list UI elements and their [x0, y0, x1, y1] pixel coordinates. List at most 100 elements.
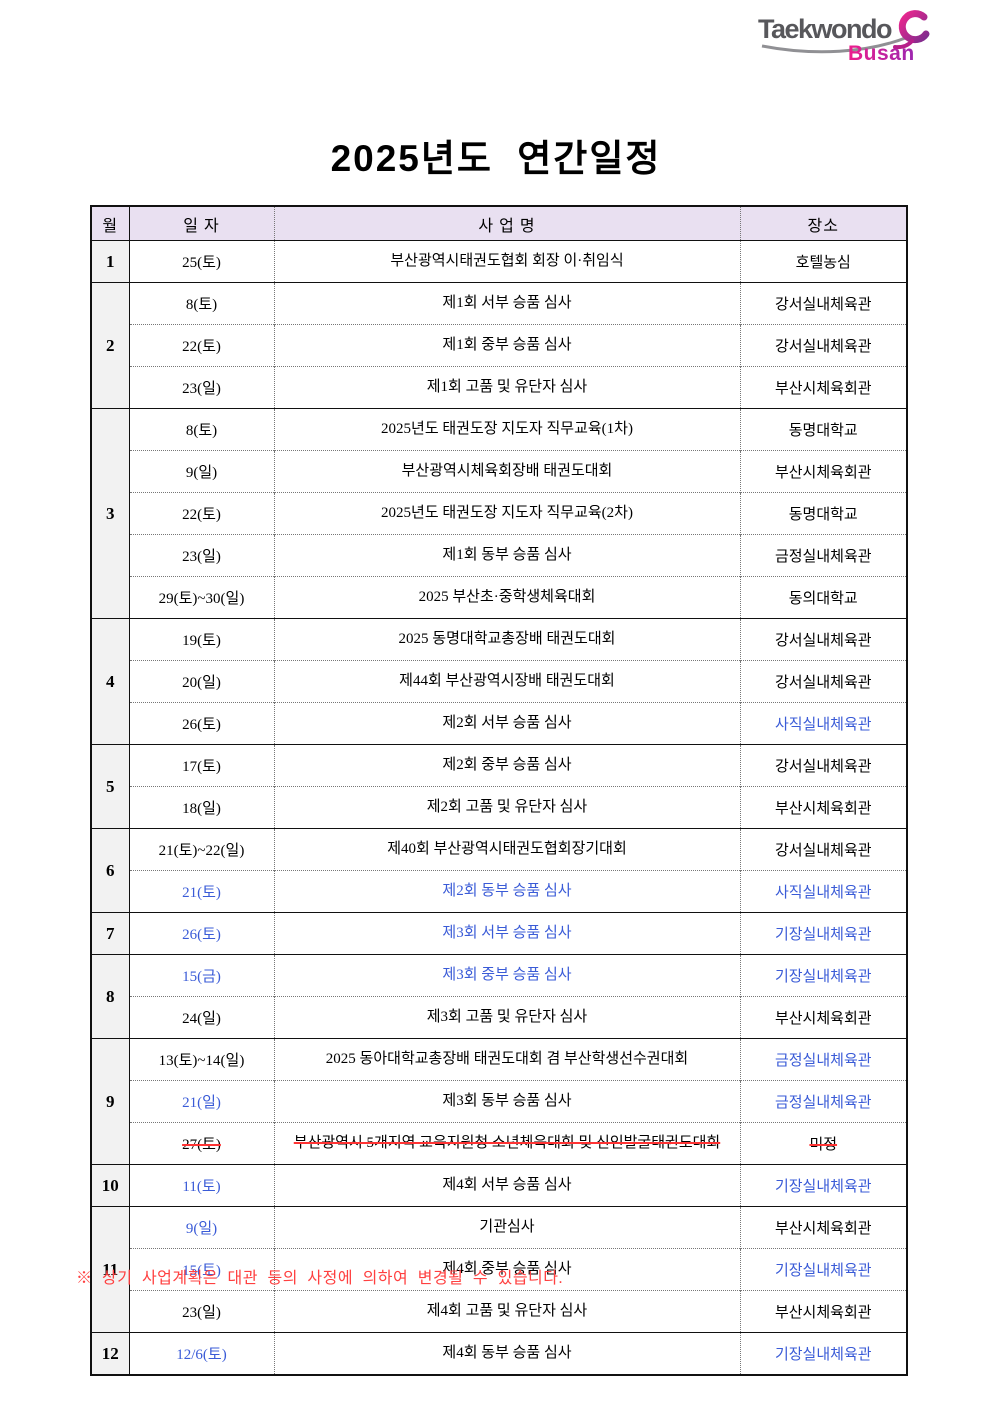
event-cell: 제3회 서부 승품 심사: [274, 912, 741, 955]
date-cell: 21(토): [129, 870, 275, 913]
logo-brand-text: Taekwondo: [758, 14, 892, 44]
date-cell: 11(토): [129, 1164, 275, 1207]
place-cell: 부산시체육회관: [740, 996, 907, 1039]
place-cell: 강서실내체육관: [740, 828, 907, 871]
month-cell: 9: [91, 1038, 130, 1165]
event-cell: 기관심사: [274, 1206, 741, 1249]
event-cell: 제2회 중부 승품 심사: [274, 744, 741, 787]
event-cell: 제1회 중부 승품 심사: [274, 324, 741, 367]
event-cell: 제1회 서부 승품 심사: [274, 282, 741, 325]
place-cell: 기장실내체육관: [740, 1332, 907, 1375]
date-cell: 22(토): [129, 492, 275, 535]
page-title: 2025년도 연간일정: [330, 138, 662, 179]
date-cell: 29(토)~30(일): [129, 576, 275, 619]
header-place: 장소: [740, 206, 907, 241]
date-cell: 22(토): [129, 324, 275, 367]
date-cell: 13(토)~14(일): [129, 1038, 275, 1081]
schedule-row: 7 26(토) 제3회 서부 승품 심사 기장실내체육관: [91, 912, 907, 955]
logo-city-text: Busan: [848, 42, 915, 65]
date-cell: 9(일): [129, 450, 275, 493]
schedule-row: 22(토) 제1회 중부 승품 심사 강서실내체육관: [91, 324, 907, 367]
event-cell: 제3회 동부 승품 심사: [274, 1080, 741, 1123]
schedule-row: 12 12/6(토) 제4회 동부 승품 심사 기장실내체육관: [91, 1332, 907, 1375]
event-cell: 2025 동아대학교총장배 태권도대회 겸 부산학생선수권대회: [274, 1038, 741, 1081]
month-cell: 7: [91, 912, 130, 955]
event-cell: 제44회 부산광역시장배 태권도대회: [274, 660, 741, 703]
schedule-row: 2 8(토) 제1회 서부 승품 심사 강서실내체육관: [91, 282, 907, 409]
place-cell: 금정실내체육관: [740, 1080, 907, 1123]
place-cell: 사직실내체육관: [740, 870, 907, 913]
event-cell: 제1회 동부 승품 심사: [274, 534, 741, 577]
event-cell: 제2회 고품 및 유단자 심사: [274, 786, 741, 829]
schedule-row: 23(일) 제1회 고품 및 유단자 심사 부산시체육회관: [91, 366, 907, 409]
table-header-row: 월 일 자 사 업 명 장소: [91, 206, 907, 241]
date-cell: 21(토)~22(일): [129, 828, 275, 871]
place-cell: 미정: [740, 1122, 907, 1165]
month-cell: 6: [91, 828, 130, 913]
date-cell: 20(일): [129, 660, 275, 703]
place-cell: 강서실내체육관: [740, 618, 907, 661]
place-cell: 사직실내체육관: [740, 702, 907, 745]
place-cell: 동의대학교: [740, 576, 907, 619]
date-cell: 15(토): [129, 1248, 275, 1291]
place-cell: 강서실내체육관: [740, 324, 907, 367]
month-cell: 3: [91, 408, 130, 619]
month-cell: 5: [91, 744, 130, 829]
date-cell: 12/6(토): [129, 1332, 275, 1375]
schedule-row: 11 9(일) 기관심사 부산시체육회관: [91, 1206, 907, 1333]
event-cell: 부산광역시체육회장배 태권도대회: [274, 450, 741, 493]
schedule-row: 22(토) 2025년도 태권도장 지도자 직무교육(2차) 동명대학교: [91, 492, 907, 535]
table-body: 1 25(토) 부산광역시태권도협회 회장 이·취임식 호텔농심 2 8(토) 제1회 서부…: [91, 240, 907, 1375]
event-cell: 제4회 동부 승품 심사: [274, 1332, 741, 1375]
schedule-row: 20(일) 제44회 부산광역시장배 태권도대회 강서실내체육관: [91, 660, 907, 703]
schedule-row: 3 8(토) 2025년도 태권도장 지도자 직무교육(1차) 동명대학교: [91, 408, 907, 619]
footnote: ※ 상기 사업계획은 대관 등의 사정에 의하여 변경될 수 있습니다.: [76, 1270, 564, 1287]
place-cell: 강서실내체육관: [740, 660, 907, 703]
date-cell: 27(토): [129, 1122, 275, 1165]
month-cell: 12: [91, 1332, 130, 1375]
event-cell: 2025 동명대학교총장배 태권도대회: [274, 618, 741, 661]
date-cell: 23(일): [129, 534, 275, 577]
schedule-row: 26(토) 제2회 서부 승품 심사 사직실내체육관: [91, 702, 907, 745]
schedule-table: 월 일 자 사 업 명 장소 1 25(토) 부산광역시태권도협회 회장 이·취임식…: [90, 205, 908, 1376]
date-cell: 21(일): [129, 1080, 275, 1123]
schedule-row: 9(일) 부산광역시체육회장배 태권도대회 부산시체육회관: [91, 450, 907, 493]
date-cell: 23(일): [129, 1290, 275, 1333]
place-cell: 동명대학교: [740, 492, 907, 535]
place-cell: 부산시체육회관: [740, 366, 907, 409]
place-cell: 부산시체육회관: [740, 1290, 907, 1333]
event-cell: 제4회 중부 승품 심사: [274, 1248, 741, 1291]
event-cell: 제3회 중부 승품 심사: [274, 954, 741, 997]
event-cell: 제2회 서부 승품 심사: [274, 702, 741, 745]
schedule-row: 21(토) 제2회 동부 승품 심사 사직실내체육관: [91, 870, 907, 913]
event-cell: 제1회 고품 및 유단자 심사: [274, 366, 741, 409]
event-cell: 2025 부산초·중학생체육대회: [274, 576, 741, 619]
schedule-row: 5 17(토) 제2회 중부 승품 심사 강서실내체육관: [91, 744, 907, 829]
header-month: 월: [91, 206, 130, 241]
taekwondo-busan-logo: Taekwondo Busan: [758, 10, 930, 65]
place-cell: 부산시체육회관: [740, 1206, 907, 1249]
schedule-row: 18(일) 제2회 고품 및 유단자 심사 부산시체육회관: [91, 786, 907, 829]
place-cell: 기장실내체육관: [740, 912, 907, 955]
header-date: 일 자: [129, 206, 275, 241]
date-cell: 9(일): [129, 1206, 275, 1249]
month-cell: 8: [91, 954, 130, 1039]
place-cell: 기장실내체육관: [740, 1248, 907, 1291]
event-cell: 제4회 서부 승품 심사: [274, 1164, 741, 1207]
event-cell: 제3회 고품 및 유단자 심사: [274, 996, 741, 1039]
date-cell: 23(일): [129, 366, 275, 409]
schedule-row: 10 11(토) 제4회 서부 승품 심사 기장실내체육관: [91, 1164, 907, 1207]
place-cell: 금정실내체육관: [740, 1038, 907, 1081]
schedule-row: 29(토)~30(일) 2025 부산초·중학생체육대회 동의대학교: [91, 576, 907, 619]
month-cell: 4: [91, 618, 130, 745]
place-cell: 금정실내체육관: [740, 534, 907, 577]
place-cell: 강서실내체육관: [740, 282, 907, 325]
place-cell: 호텔농심: [740, 240, 907, 283]
date-cell: 17(토): [129, 744, 275, 787]
month-cell: 2: [91, 282, 130, 409]
event-cell: 2025년도 태권도장 지도자 직무교육(1차): [274, 408, 741, 451]
schedule-row: 6 21(토)~22(일) 제40회 부산광역시태권도협회장기대회 강서실내체육관: [91, 828, 907, 913]
event-cell: 부산광역시 5개지역 교육지원청 소년체육대회 및 신인발굴태권도대회: [274, 1122, 741, 1165]
place-cell: 부산시체육회관: [740, 450, 907, 493]
